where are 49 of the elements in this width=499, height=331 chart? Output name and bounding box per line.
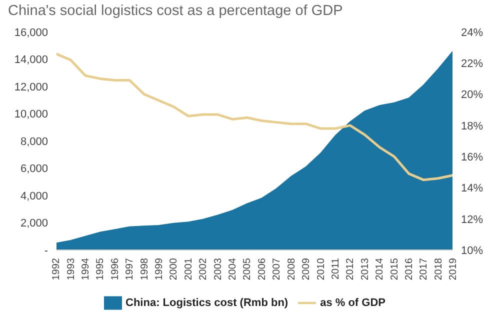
y2-tick-label: 22%: [461, 58, 484, 70]
y2-tick-label: 18%: [461, 120, 484, 132]
x-tick-label: 1994: [80, 258, 92, 280]
y2-tick-label: 14%: [461, 182, 484, 195]
y-tick-label: 10,000: [14, 108, 48, 121]
x-tick-label: 2009: [301, 258, 312, 280]
x-tick-label: 2015: [389, 258, 400, 280]
y-tick-label: 2,000: [20, 218, 48, 230]
y-tick-label: 6,000: [20, 163, 48, 176]
x-tick-label: 2017: [418, 258, 430, 280]
x-tick-label: 2002: [198, 258, 210, 280]
x-tick-label: 2010: [316, 258, 327, 280]
y-tick-label: 12,000: [14, 81, 48, 94]
y2-tick-label: 12%: [461, 214, 484, 226]
x-tick-label: 2011: [330, 258, 342, 280]
x-tick-label: 2007: [272, 258, 283, 280]
x-tick-label: 1996: [110, 258, 121, 280]
y2-tick-label: 20%: [461, 89, 484, 102]
x-tick-label: 1997: [124, 258, 136, 280]
x-tick-label: 2004: [228, 258, 239, 280]
x-tick-label: 1992: [51, 258, 62, 280]
y2-tick-label: 16%: [461, 151, 484, 164]
y-tick-label: 16,000: [14, 26, 48, 39]
y-tick-label: 4,000: [20, 190, 48, 202]
x-tick-label: 1998: [139, 258, 150, 280]
x-tick-label: 2016: [404, 258, 415, 280]
y-tick-label: 14,000: [14, 54, 48, 66]
x-tick-label: 1999: [154, 258, 166, 280]
x-tick-label: 2008: [286, 258, 298, 280]
chart-title: China's social logistics cost as a percentage of GDP: [8, 3, 343, 19]
x-tick-label: 2001: [183, 258, 194, 280]
x-tick-label: 2018: [433, 258, 444, 280]
y2-tick-label: 10%: [461, 244, 484, 257]
x-tick-label: 2012: [345, 258, 356, 280]
x-tick-label: 2019: [448, 258, 460, 280]
x-tick-label: 2006: [256, 258, 268, 280]
x-tick-label: 1995: [95, 258, 106, 280]
x-tick-label: 2013: [360, 258, 371, 280]
x-tick-label: 2003: [212, 258, 224, 280]
legend-label: as % of GDP: [320, 296, 386, 309]
legend-label: China: Logistics cost (Rmb bn): [126, 296, 288, 309]
line-series: [54, 52, 454, 182]
x-tick-label: 2000: [168, 258, 180, 280]
y-tick-label: -: [44, 244, 48, 257]
x-tick-label: 1993: [66, 258, 77, 280]
x-tick-label: 2005: [242, 258, 254, 280]
y-tick-label: 8,000: [20, 136, 48, 148]
x-tick-label: 2014: [374, 258, 386, 280]
y2-tick-label: 24%: [461, 26, 484, 39]
